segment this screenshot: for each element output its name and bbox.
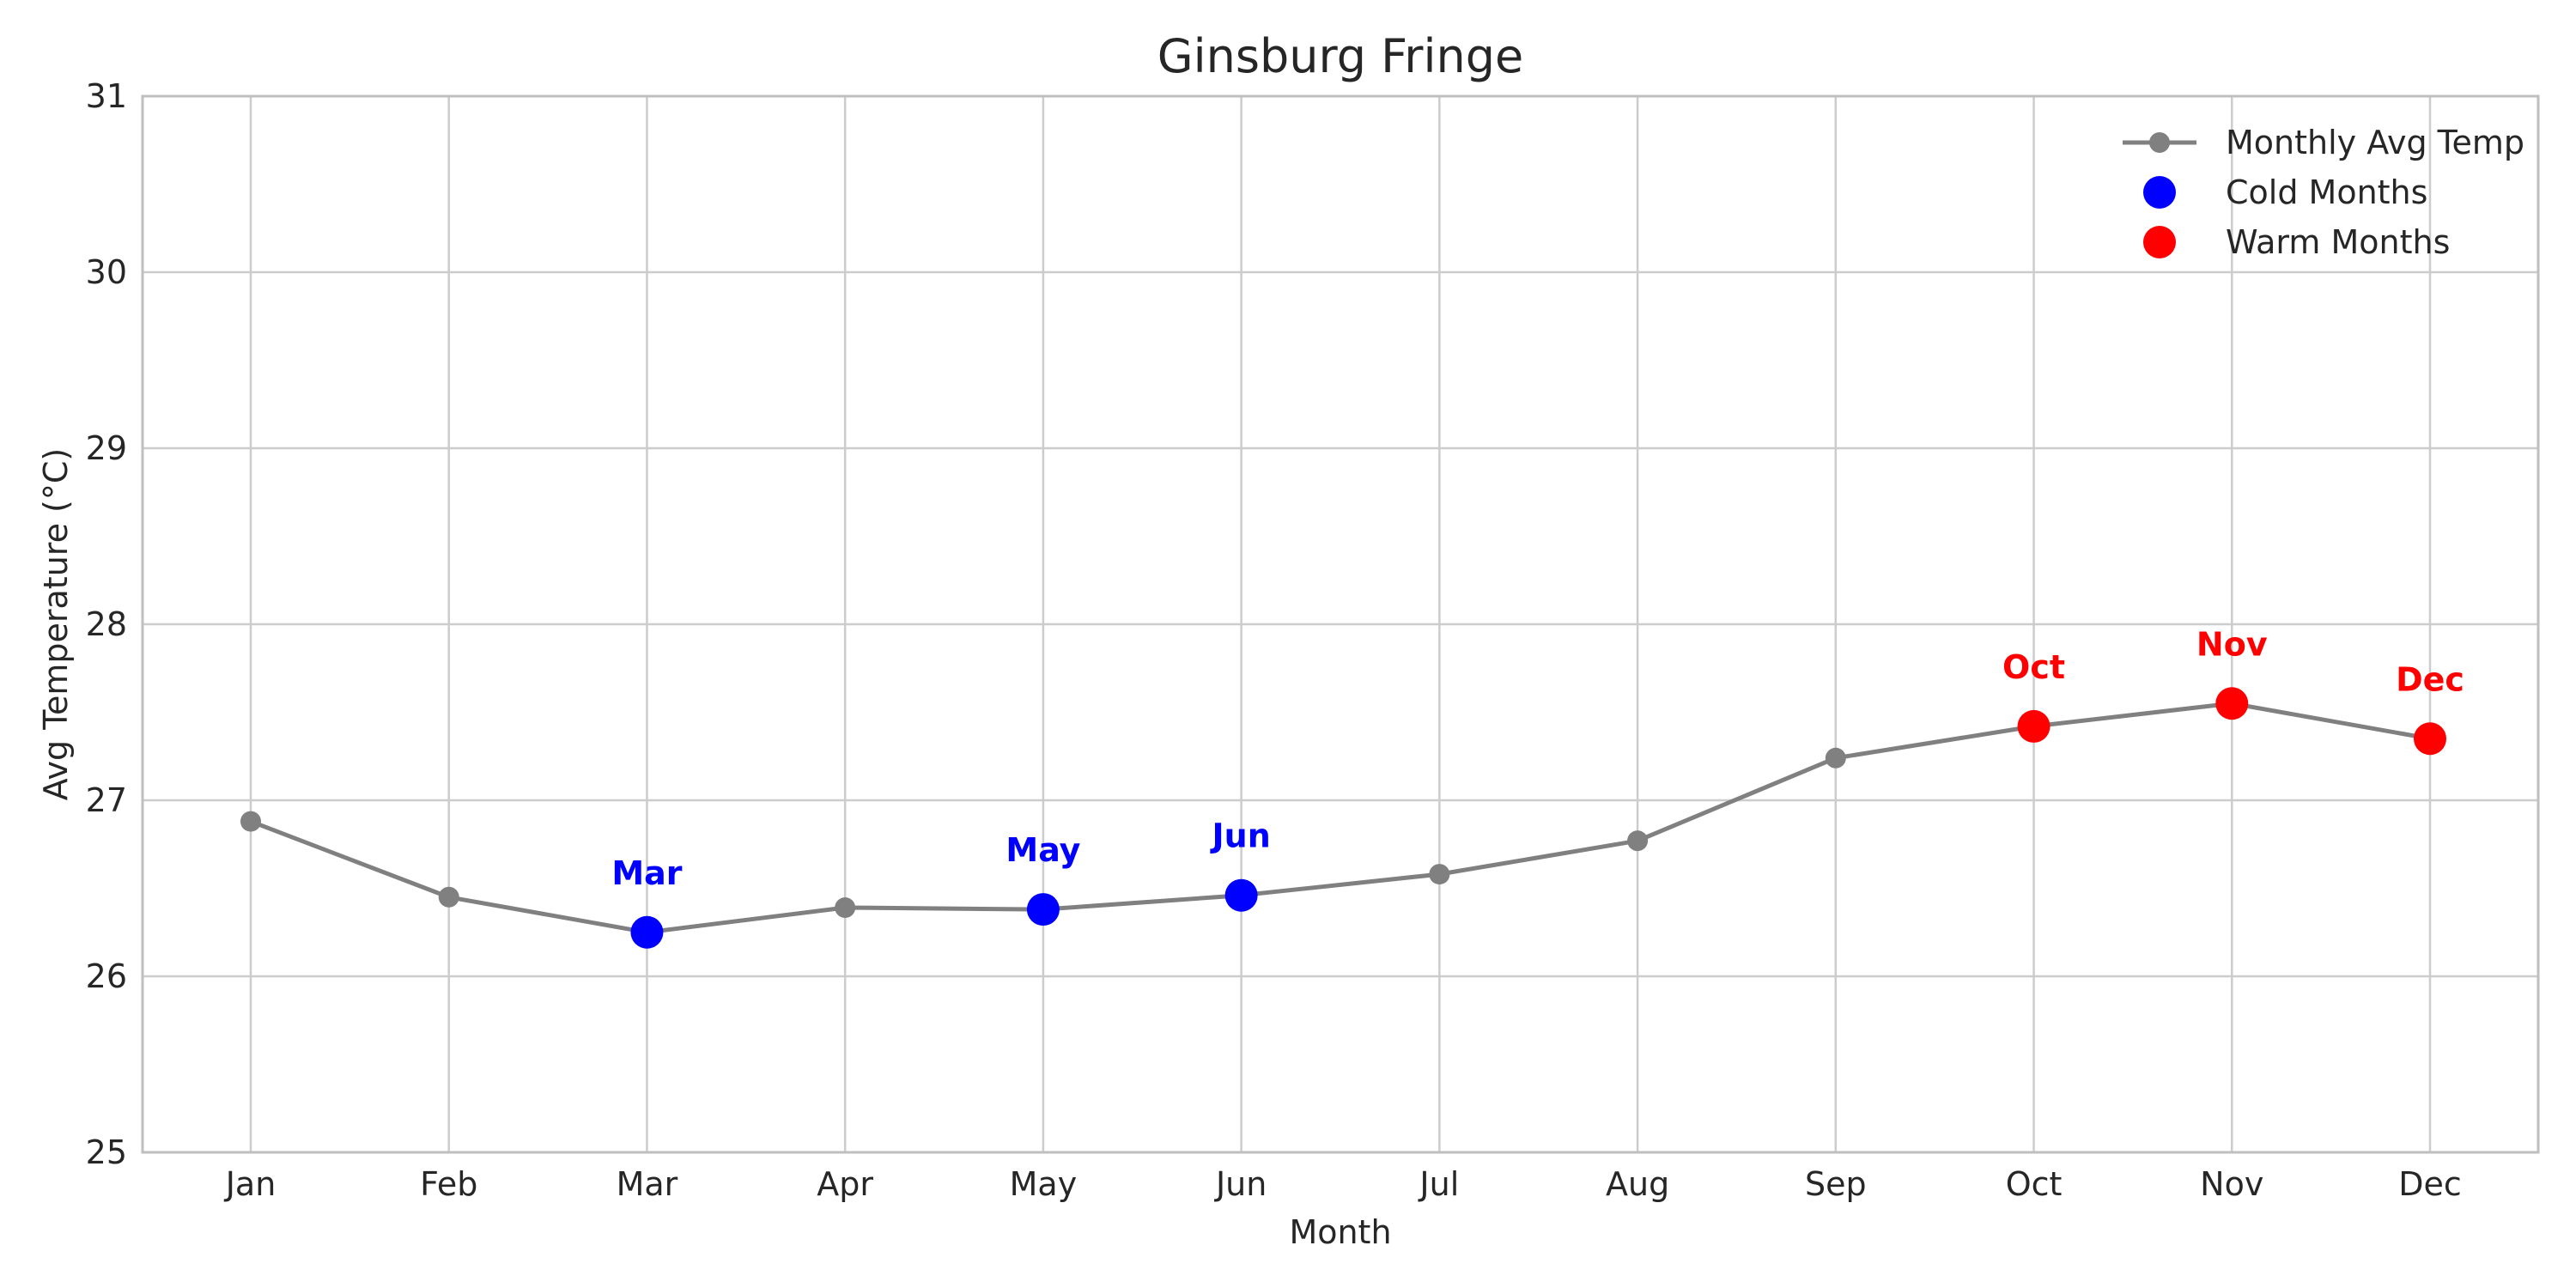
x-tick-label: May [1010,1165,1078,1203]
point-jan [240,811,261,832]
x-tick-label: Jul [1418,1165,1459,1203]
legend-point-marker [2149,132,2170,153]
y-tick-label: 26 [86,957,127,995]
point-mar-cold-months [630,915,664,949]
y-axis-ticks: 25 26 27 28 29 30 31 [86,77,127,1171]
point-apr [835,897,856,919]
y-tick-label: 31 [86,77,127,115]
series-line-monthly-avg-temp [250,701,2431,935]
x-tick-label: Feb [420,1165,477,1203]
x-tick-label: Mar [617,1165,678,1203]
data-points [240,687,2446,949]
legend: Monthly Avg Temp Cold Months Warm Months [2123,124,2524,261]
x-tick-label: Apr [817,1165,873,1203]
x-tick-label: Jun [1214,1165,1267,1203]
grid-lines [143,94,2538,1154]
point-jun-cold-months [1224,878,1258,912]
y-tick-label: 29 [86,429,127,467]
chart-title: Ginsburg Fringe [1157,29,1523,83]
x-tick-label: Sep [1805,1165,1867,1203]
legend-dot-marker [2143,176,2176,209]
point-oct-warm-months [2017,709,2050,743]
legend-entry-monthly-avg-temp: Monthly Avg Temp [2123,124,2524,161]
x-tick-label: Aug [1606,1165,1669,1203]
legend-label: Monthly Avg Temp [2226,124,2524,161]
point-sep [1825,747,1846,769]
y-tick-label: 27 [86,781,127,819]
point-feb [438,886,459,908]
legend-dot-marker [2143,226,2176,258]
x-tick-label: Oct [2006,1165,2063,1203]
x-tick-label: Dec [2398,1165,2462,1203]
highlight-label-jun: Jun [1210,817,1271,855]
y-tick-label: 28 [86,605,127,643]
highlight-labels: Mar May Jun Oct Nov Dec [611,625,2464,892]
y-tick-label: 25 [86,1133,127,1171]
point-aug [1627,830,1649,852]
x-tick-label: Jan [224,1165,276,1203]
legend-label: Cold Months [2226,173,2427,211]
x-axis-ticks: Jan Feb Mar Apr May Jun Jul Aug Sep Oct Nov Dec [224,1165,2462,1203]
highlight-label-oct: Oct [2002,648,2065,686]
y-tick-label: 30 [86,253,127,291]
legend-label: Warm Months [2226,223,2450,261]
x-axis-title: Month [1289,1213,1391,1251]
point-jul [1429,864,1450,885]
highlight-label-may: May [1005,831,1080,869]
plot-area-frame [141,94,2540,1154]
legend-entry-cold-months: Cold Months [2143,173,2427,211]
point-may-cold-months [1026,893,1060,927]
point-dec-warm-months [2414,722,2446,756]
legend-entry-warm-months: Warm Months [2143,223,2450,261]
point-nov-warm-months [2215,687,2249,720]
highlight-label-dec: Dec [2396,660,2464,698]
y-axis-title: Avg Temperature (°C) [37,448,75,800]
highlight-label-mar: Mar [611,854,682,892]
highlight-label-nov: Nov [2196,625,2268,663]
x-tick-label: Nov [2200,1165,2263,1203]
